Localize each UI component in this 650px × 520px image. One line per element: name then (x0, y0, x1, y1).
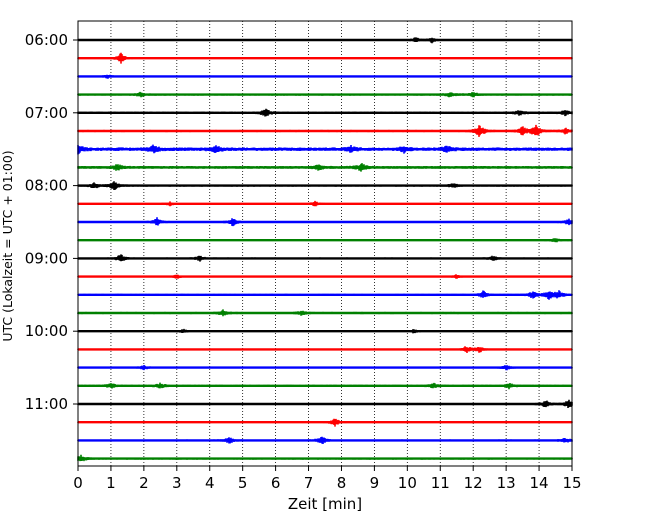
x-tick-label: 9 (370, 474, 380, 492)
plot-frame (77, 20, 573, 467)
y-tick-label: 11:00 (25, 395, 68, 413)
x-tick-label: 1 (106, 474, 116, 492)
x-tick-label: 11 (431, 474, 450, 492)
y-tick-label: 07:00 (25, 104, 68, 122)
y-tick-label: 06:00 (25, 31, 68, 49)
x-tick-label: 13 (497, 474, 516, 492)
x-tick-label: 14 (530, 474, 549, 492)
x-axis-ticks: 0 1 2 3 4 5 6 7 8 9 10 11 12 13 14 15 (73, 466, 582, 492)
y-tick-label: 08:00 (25, 177, 68, 195)
y-axis-ticks: 06:00 07:00 08:00 09:00 10:00 11:00 (25, 31, 78, 413)
x-tick-label: 8 (337, 474, 347, 492)
x-tick-label: 4 (205, 474, 215, 492)
y-tick-label: 09:00 (25, 249, 68, 267)
x-tick-label: 10 (398, 474, 417, 492)
x-axis-label: Zeit [min] (288, 495, 362, 513)
x-tick-label: 2 (139, 474, 149, 492)
x-tick-label: 12 (464, 474, 483, 492)
x-tick-label: 6 (271, 474, 281, 492)
y-tick-label: 10:00 (25, 322, 68, 340)
seismogram-traces (77, 37, 573, 462)
x-tick-label: 0 (73, 474, 83, 492)
vertical-grid (110, 21, 540, 466)
x-tick-label: 7 (304, 474, 314, 492)
x-tick-label: 15 (562, 474, 581, 492)
x-tick-label: 5 (238, 474, 248, 492)
y-axis-label: UTC (Lokalzeit = UTC + 01:00) (0, 150, 15, 341)
x-tick-label: 3 (172, 474, 182, 492)
